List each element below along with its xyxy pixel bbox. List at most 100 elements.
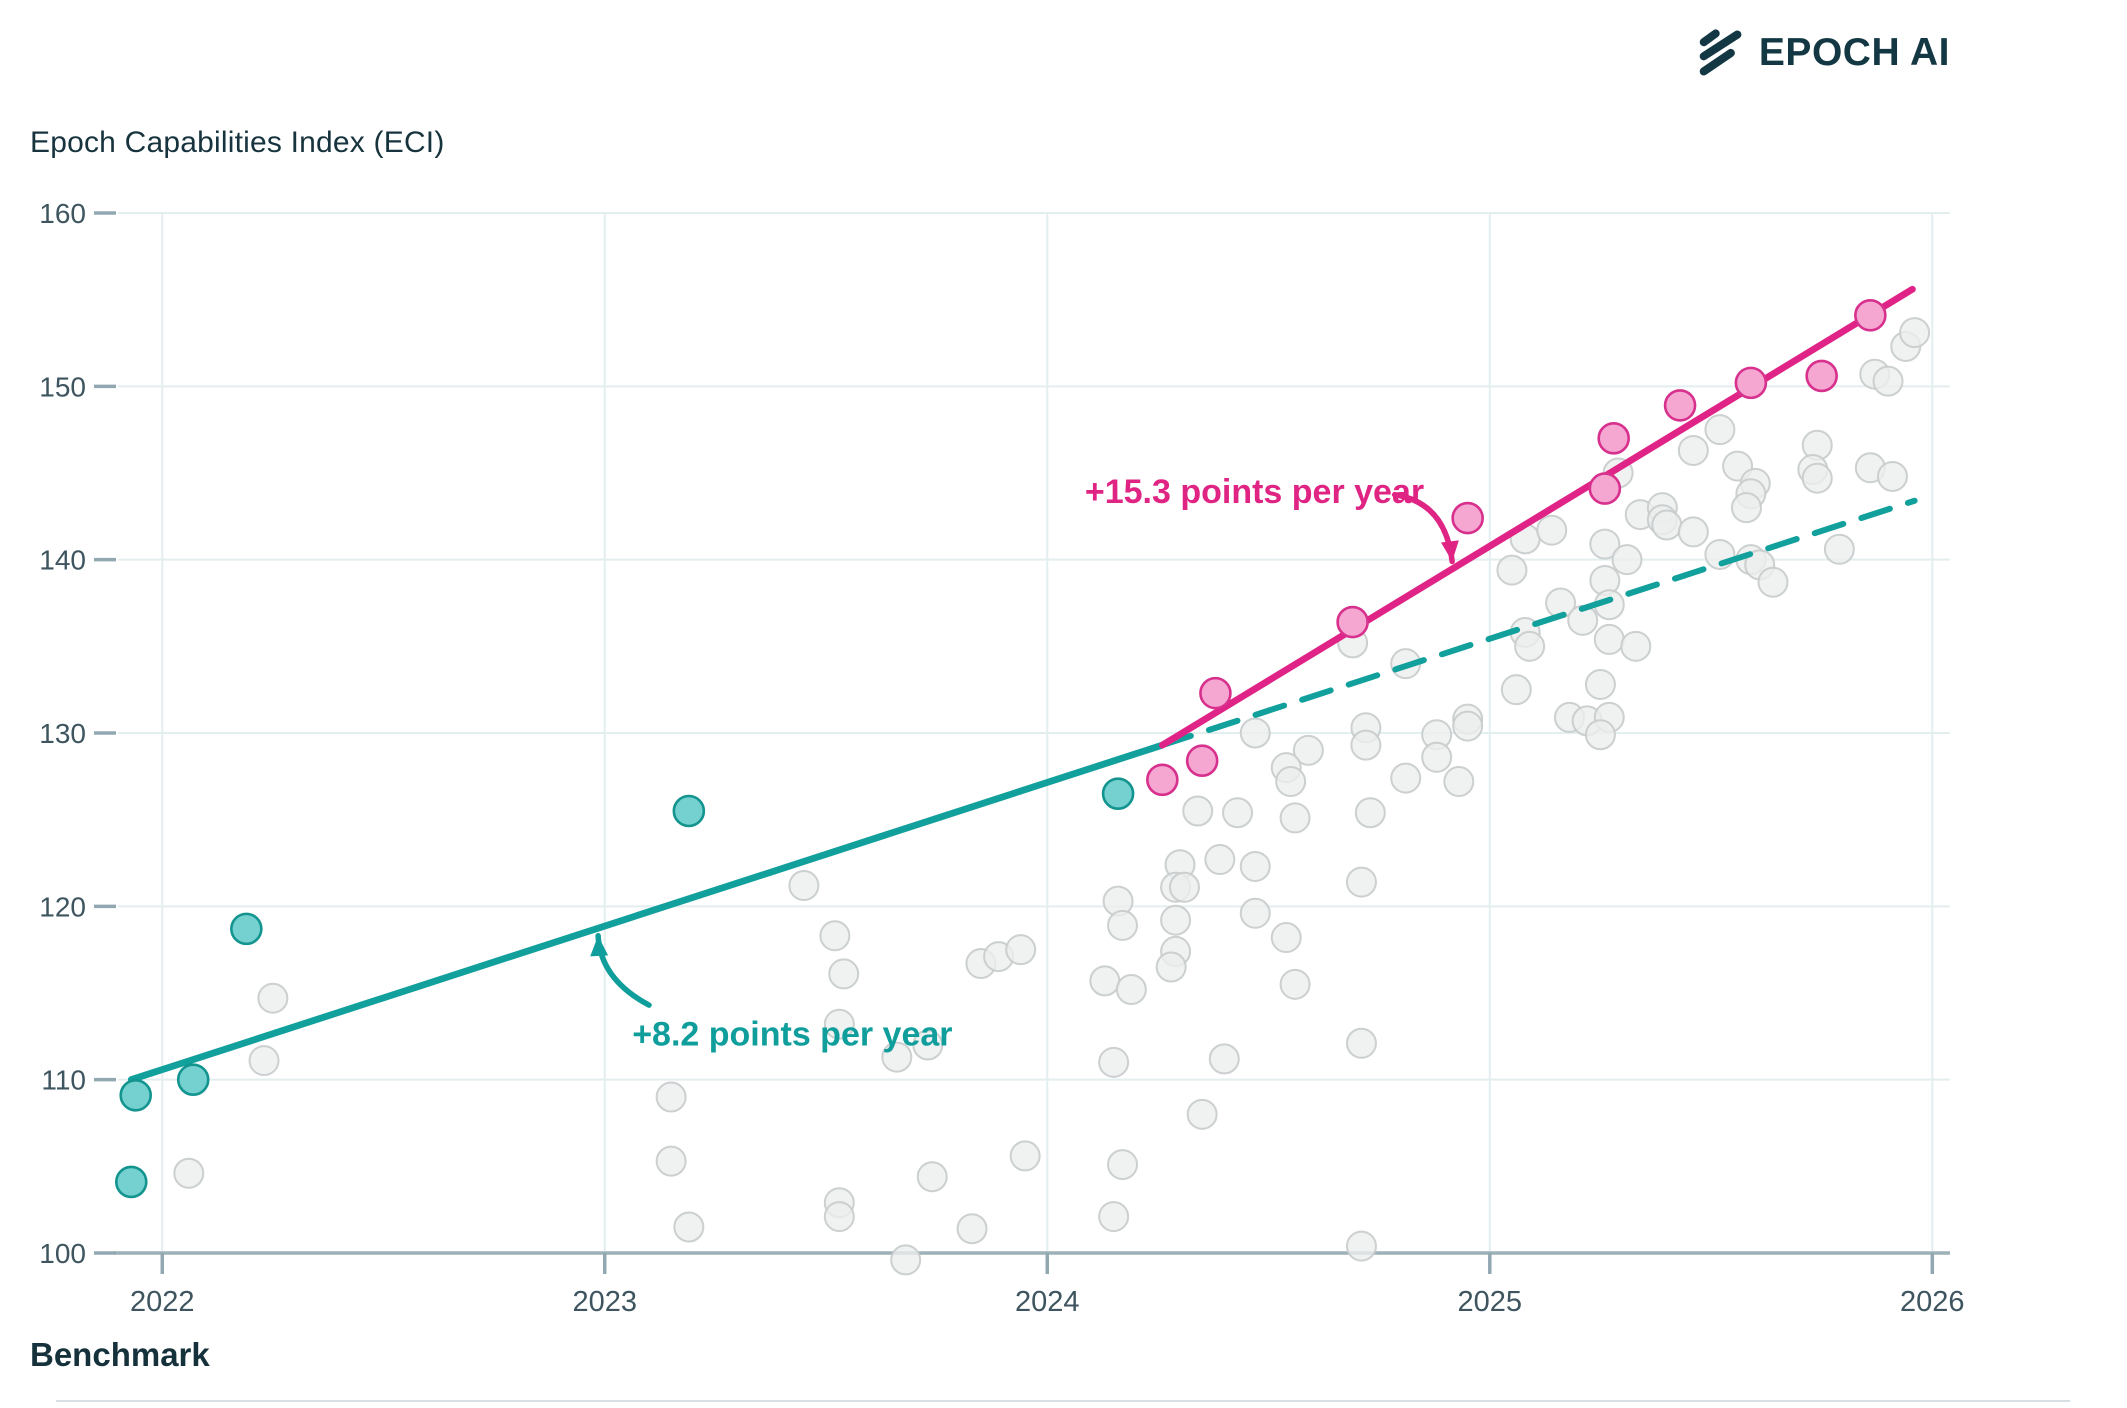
frontier-models-recent-point	[1663, 389, 1697, 422]
other-model-point	[655, 1145, 687, 1177]
other-model-point	[1239, 850, 1271, 882]
frontier-models-recent-point	[1146, 763, 1179, 797]
other-model-point	[1730, 492, 1762, 524]
other-model-point	[1270, 922, 1302, 954]
frontier-models-recent-point	[1199, 676, 1232, 710]
other-model-point	[1345, 866, 1377, 898]
other-model-point	[1345, 1230, 1377, 1262]
pre-mid-2024-trend-extrapolated-line	[1159, 497, 1918, 749]
other-model-point	[1704, 414, 1736, 446]
other-model-point	[1620, 630, 1652, 662]
other-model-point	[1452, 710, 1484, 742]
frontier-models-recent-point	[1588, 472, 1622, 505]
other-model-point	[881, 1041, 913, 1073]
y-tick-label: 120	[39, 891, 86, 922]
other-model-point	[1589, 528, 1621, 560]
x-tick-label: 2023	[573, 1286, 638, 1318]
other-model-point	[1155, 951, 1187, 983]
frontier-models-early-point	[1101, 777, 1135, 810]
other-model-point	[1107, 909, 1139, 941]
other-model-point	[1536, 514, 1568, 546]
y-tick-label: 130	[39, 718, 86, 749]
other-model-point	[1584, 719, 1616, 751]
other-model-point	[1182, 795, 1214, 827]
other-model-point	[1275, 766, 1307, 798]
other-model-point	[1208, 1043, 1240, 1075]
x-tick-label: 2025	[1458, 1286, 1523, 1318]
frontier-models-recent-point	[1336, 605, 1369, 639]
other-model-point	[1584, 668, 1616, 700]
other-model-point	[1823, 533, 1855, 565]
other-model-point	[248, 1045, 280, 1077]
benchmark-divider	[56, 1400, 2070, 1402]
other-model-point	[890, 1244, 922, 1276]
other-model-point	[1899, 317, 1931, 349]
other-model-point	[1009, 1140, 1041, 1172]
other-model-point	[1204, 844, 1236, 876]
pink-rate-label-arrowhead	[1441, 540, 1459, 562]
other-model-point	[1005, 934, 1037, 966]
other-model-point	[1098, 1046, 1130, 1078]
other-model-point	[1390, 762, 1422, 794]
other-model-point	[912, 1029, 944, 1061]
frontier-models-recent-point	[1805, 359, 1838, 393]
other-model-point	[1292, 734, 1324, 766]
pre-mid-2024-trend-line	[127, 741, 1166, 1084]
epoch-ai-logo: EPOCH AI	[1668, 24, 1950, 82]
other-model-point	[1089, 965, 1121, 997]
other-model-point	[1222, 797, 1254, 829]
other-model-point	[788, 870, 820, 902]
y-tick-label: 140	[39, 545, 86, 576]
pink-rate-label: +15.3 points per year	[1085, 473, 1424, 511]
other-model-point	[1354, 797, 1386, 829]
other-model-point	[1757, 566, 1789, 598]
y-tick-label: 160	[39, 198, 86, 229]
other-model-point	[819, 920, 851, 952]
epoch-logo-text: EPOCH AI	[1758, 31, 1950, 74]
other-model-point	[1107, 1149, 1139, 1181]
other-model-point	[1345, 1027, 1377, 1059]
y-tick-label: 150	[39, 371, 86, 402]
frontier-models-early-point	[230, 912, 263, 946]
other-model-point	[1514, 630, 1546, 662]
other-model-point	[1239, 717, 1271, 749]
x-tick-label: 2022	[130, 1286, 195, 1318]
other-model-point	[173, 1157, 205, 1189]
other-model-point	[1279, 802, 1311, 834]
other-model-point	[1677, 516, 1709, 548]
epoch-logo-icon	[1699, 29, 1742, 76]
other-model-point	[1500, 674, 1532, 706]
other-model-point	[823, 1201, 855, 1233]
other-model-point	[1421, 741, 1453, 773]
post-mid-2024-trend-line	[1158, 285, 1916, 749]
other-model-point	[1186, 1098, 1218, 1130]
other-model-point	[1115, 974, 1147, 1006]
teal-rate-label: +8.2 points per year	[632, 1015, 952, 1053]
y-tick-label: 110	[41, 1065, 86, 1096]
other-model-point	[823, 1008, 855, 1040]
other-model-point	[1801, 462, 1833, 494]
teal-rate-label-arrowhead	[590, 935, 609, 957]
other-model-point	[956, 1213, 988, 1245]
other-model-point	[1611, 544, 1643, 576]
x-tick-label: 2026	[1900, 1286, 1965, 1318]
chart-title: Epoch Capabilities Index (ECI)	[30, 126, 445, 159]
x-tick-label: 2024	[1015, 1286, 1080, 1318]
other-model-point	[1279, 968, 1311, 1000]
other-model-point	[257, 982, 289, 1014]
other-model-point	[1168, 871, 1200, 903]
frontier-models-early-point	[114, 1165, 148, 1199]
other-model-point	[1098, 1201, 1130, 1233]
other-model-point	[1593, 623, 1625, 655]
frontier-models-recent-point	[1854, 298, 1887, 332]
other-model-point	[828, 958, 860, 990]
frontier-models-early-point	[672, 794, 706, 828]
frontier-models-recent-point	[1185, 744, 1219, 778]
frontier-models-recent-point	[1451, 501, 1484, 535]
other-model-point	[655, 1081, 687, 1113]
other-model-point	[1443, 766, 1475, 798]
other-model-point	[1350, 729, 1382, 761]
benchmark-section-title: Benchmark	[30, 1336, 210, 1373]
frontier-models-recent-point	[1597, 422, 1630, 455]
